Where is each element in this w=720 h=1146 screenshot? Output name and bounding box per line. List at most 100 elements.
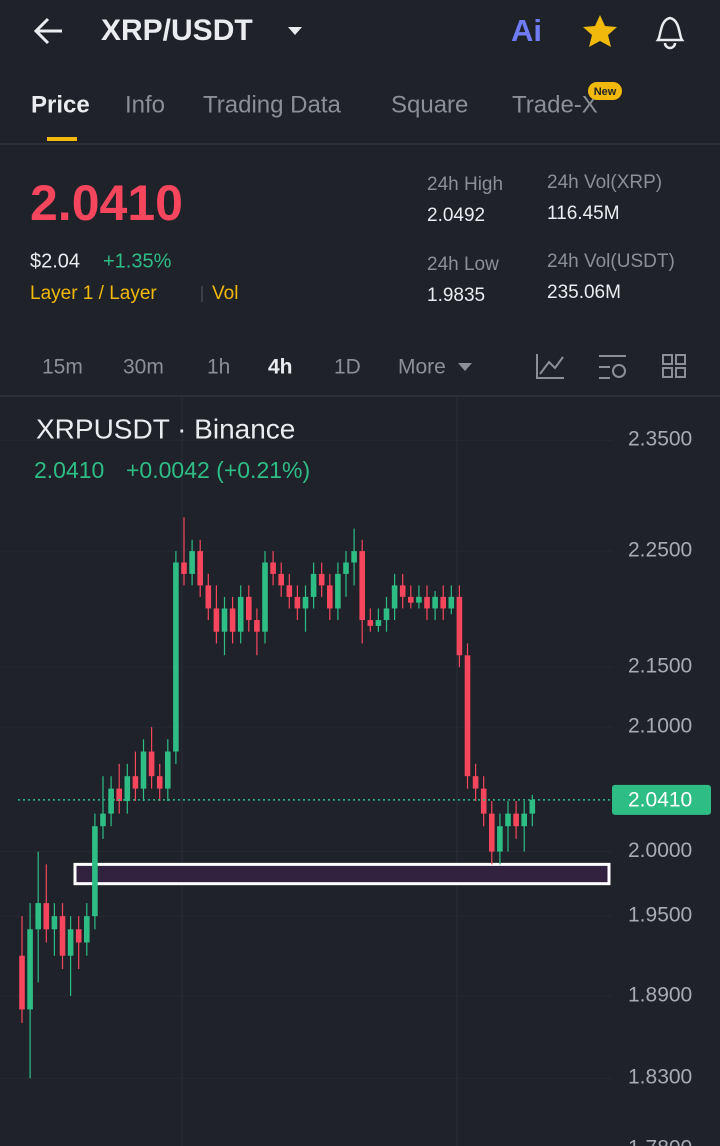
- candle-body: [156, 776, 163, 789]
- settings-icon-dot: [612, 364, 626, 378]
- usd-price: $2.04: [30, 250, 80, 272]
- candle-body: [521, 813, 527, 827]
- candle-body: [84, 916, 90, 943]
- y-tick-label: 2.1000: [628, 715, 692, 738]
- candle-body: [197, 551, 203, 586]
- candle-body: [464, 655, 471, 777]
- candle-body: [472, 776, 479, 789]
- interval[interactable]: 1D: [334, 356, 361, 379]
- candle-body: [432, 596, 438, 609]
- pair-dropdown[interactable]: [288, 27, 302, 35]
- stat-label: 24h Vol(XRP): [547, 172, 662, 193]
- y-tick-label: 2.1500: [628, 655, 692, 678]
- candle-body: [367, 620, 374, 626]
- y-tick-label: 2.3500: [628, 428, 692, 451]
- indicator-icon[interactable]: [536, 354, 564, 379]
- stat-value: 235.06M: [547, 282, 621, 303]
- interval[interactable]: 1h: [207, 356, 230, 379]
- tag[interactable]: Vol: [212, 283, 238, 304]
- candle-body: [294, 596, 301, 609]
- last-price: 2.0410: [30, 175, 183, 231]
- candle-body: [327, 585, 333, 609]
- candle-body: [399, 585, 406, 597]
- candle-body: [43, 903, 50, 930]
- candle-body: [108, 788, 114, 814]
- tab[interactable]: Info: [125, 91, 165, 118]
- support-zone: [73, 862, 611, 886]
- candle-body: [173, 562, 179, 752]
- candle-body: [335, 573, 341, 609]
- interval[interactable]: 4h: [268, 356, 293, 379]
- candle-body: [229, 608, 236, 632]
- favorite-star[interactable]: [583, 15, 617, 47]
- tab-indicator: [47, 137, 77, 141]
- candle-body: [318, 573, 325, 586]
- tab[interactable]: Trading Data: [203, 91, 342, 118]
- y-tick-label: 1.7800: [628, 1136, 692, 1146]
- change-percent: +1.35%: [103, 250, 172, 272]
- notification-bell[interactable]: [655, 16, 685, 50]
- candle-body: [383, 608, 390, 621]
- candle-body: [480, 788, 487, 814]
- chart-summary-price: 2.0410: [34, 457, 104, 483]
- candle-body: [505, 813, 511, 827]
- tab[interactable]: Trade-X: [512, 91, 598, 118]
- candle-body: [513, 813, 519, 827]
- candle-body: [424, 596, 430, 609]
- candle-body: [440, 596, 446, 609]
- candle-body: [181, 562, 187, 574]
- pair-title[interactable]: XRP/USDT: [101, 14, 253, 47]
- ai-button[interactable]: Ai: [511, 13, 542, 48]
- layout-icon[interactable]: [662, 354, 686, 378]
- stat-value: 2.0492: [427, 205, 485, 226]
- tab[interactable]: Square: [391, 91, 468, 118]
- candle-body: [51, 916, 58, 930]
- candle-body: [221, 608, 228, 632]
- tag[interactable]: Layer 1 / Layer: [30, 283, 157, 304]
- interval[interactable]: More: [398, 356, 446, 379]
- candle-body: [189, 551, 195, 574]
- candle-body: [343, 562, 349, 574]
- candle-body: [148, 751, 155, 777]
- candle-body: [92, 826, 98, 917]
- candle-body: [132, 776, 139, 789]
- candle-body: [165, 751, 171, 789]
- badge-text: New: [594, 86, 617, 98]
- candle-body: [116, 788, 122, 802]
- candle-body: [237, 596, 244, 632]
- candle-body: [416, 596, 422, 603]
- candle-body: [19, 955, 25, 1010]
- candle-body: [489, 813, 495, 852]
- candle-body: [278, 573, 284, 586]
- tab[interactable]: Price: [31, 91, 90, 118]
- stat-value: 116.45M: [547, 203, 620, 224]
- candle-body: [59, 916, 66, 956]
- candle-body: [262, 562, 268, 632]
- candle-body: [302, 596, 309, 609]
- back-button[interactable]: [33, 17, 62, 45]
- stat-value: 1.9835: [427, 285, 485, 306]
- more-caret[interactable]: [458, 363, 472, 371]
- candle-body: [375, 620, 382, 626]
- last-price-tag: [612, 784, 711, 815]
- candle-body: [351, 551, 357, 563]
- candle-body: [391, 585, 398, 609]
- candle-body: [254, 620, 260, 632]
- y-tick-label: 2.0000: [628, 839, 692, 862]
- last-price-label: 2.0410: [628, 788, 692, 811]
- candle-body: [205, 585, 212, 609]
- interval[interactable]: 15m: [42, 356, 83, 379]
- stat-label: 24h Low: [427, 254, 499, 275]
- candle-body: [286, 585, 293, 597]
- stat-label: 24h Vol(USDT): [547, 251, 675, 272]
- settings-icon[interactable]: [599, 355, 626, 379]
- y-tick-label: 2.2500: [628, 539, 692, 562]
- interval[interactable]: 30m: [123, 356, 164, 379]
- candle-body: [140, 751, 147, 789]
- candle-body: [448, 596, 455, 609]
- chart-summary-change: +0.0042 (+0.21%): [126, 457, 310, 483]
- y-tick-label: 1.8900: [628, 983, 692, 1006]
- y-tick-label: 1.9500: [628, 904, 692, 927]
- candle-body: [310, 573, 317, 597]
- stat-label: 24h High: [427, 174, 503, 195]
